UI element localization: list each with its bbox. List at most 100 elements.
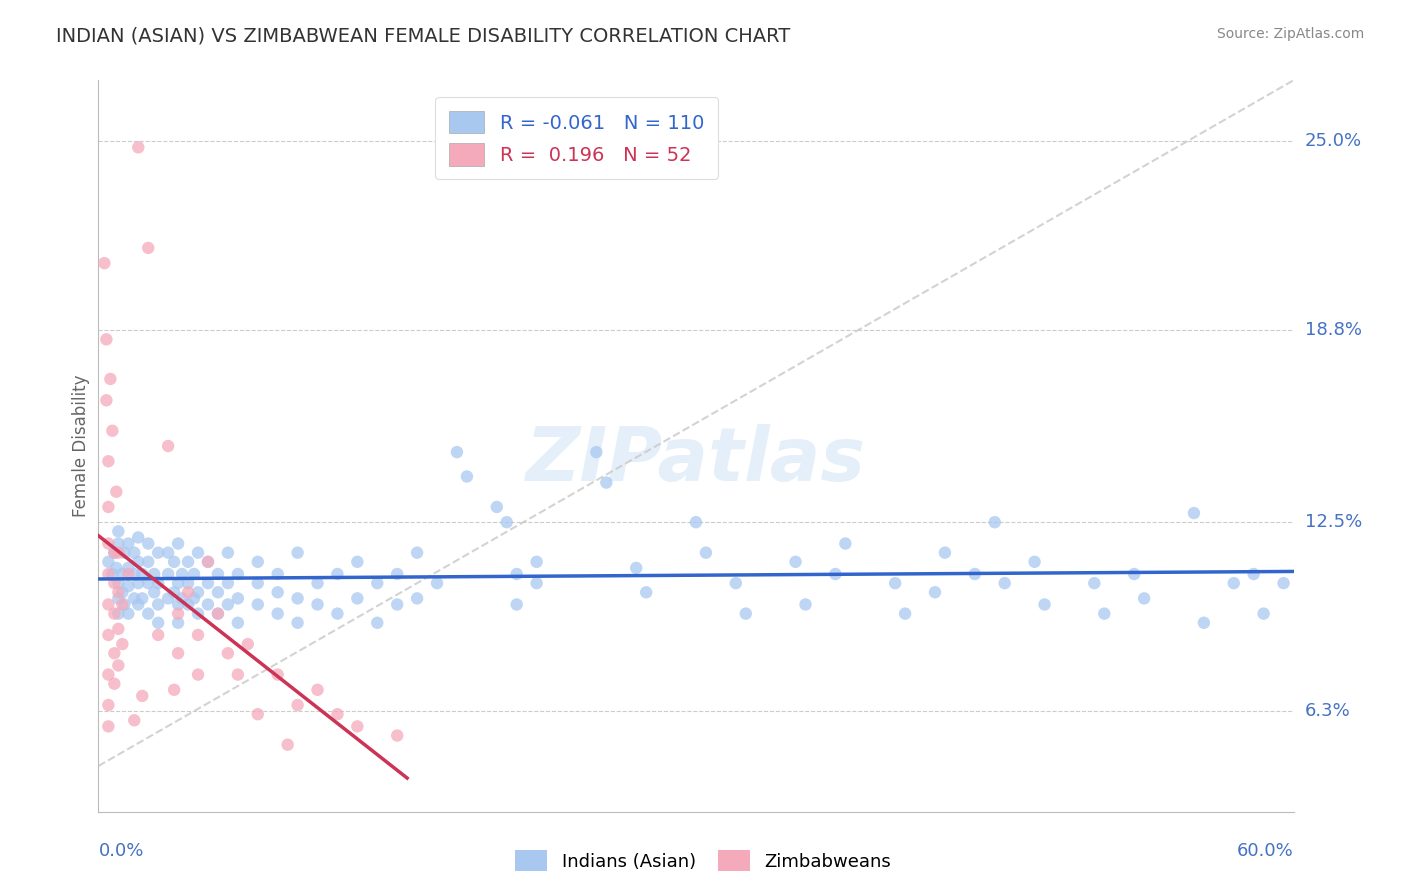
Point bbox=[1272, 576, 1295, 591]
Point bbox=[366, 576, 388, 591]
Point bbox=[794, 598, 817, 612]
Text: 12.5%: 12.5% bbox=[1305, 513, 1362, 532]
Point bbox=[326, 567, 349, 582]
Point bbox=[495, 515, 517, 529]
Text: INDIAN (ASIAN) VS ZIMBABWEAN FEMALE DISABILITY CORRELATION CHART: INDIAN (ASIAN) VS ZIMBABWEAN FEMALE DISA… bbox=[56, 27, 790, 45]
Point bbox=[167, 607, 190, 621]
Point bbox=[148, 598, 170, 612]
Y-axis label: Female Disability: Female Disability bbox=[72, 375, 90, 517]
Point bbox=[207, 585, 229, 599]
Point bbox=[994, 576, 1017, 591]
Point bbox=[1253, 607, 1275, 621]
Point bbox=[346, 591, 368, 606]
Point bbox=[103, 576, 125, 591]
Point bbox=[287, 615, 309, 630]
Point bbox=[626, 561, 648, 575]
Point bbox=[136, 555, 159, 569]
Point bbox=[107, 576, 129, 591]
Point bbox=[107, 591, 129, 606]
Point bbox=[124, 546, 146, 560]
Point bbox=[197, 555, 219, 569]
Point bbox=[127, 576, 149, 591]
Point bbox=[127, 140, 149, 154]
Point bbox=[197, 576, 219, 591]
Point bbox=[894, 607, 917, 621]
Point bbox=[107, 658, 129, 673]
Point bbox=[103, 546, 125, 560]
Point bbox=[172, 567, 194, 582]
Point bbox=[207, 607, 229, 621]
Point bbox=[446, 445, 468, 459]
Point bbox=[183, 567, 205, 582]
Point bbox=[124, 714, 146, 728]
Point bbox=[97, 719, 120, 733]
Point bbox=[246, 555, 269, 569]
Point bbox=[97, 555, 120, 569]
Point bbox=[163, 682, 186, 697]
Point bbox=[963, 567, 986, 582]
Point bbox=[103, 646, 125, 660]
Point bbox=[148, 576, 170, 591]
Point bbox=[105, 484, 128, 499]
Point bbox=[785, 555, 807, 569]
Point bbox=[172, 591, 194, 606]
Point bbox=[346, 555, 368, 569]
Point bbox=[167, 576, 190, 591]
Point bbox=[131, 591, 153, 606]
Point bbox=[226, 591, 249, 606]
Point bbox=[506, 598, 529, 612]
Point bbox=[197, 598, 219, 612]
Point bbox=[326, 707, 349, 722]
Point bbox=[136, 576, 159, 591]
Point bbox=[112, 598, 135, 612]
Text: Source: ZipAtlas.com: Source: ZipAtlas.com bbox=[1216, 27, 1364, 41]
Point bbox=[124, 591, 146, 606]
Point bbox=[824, 567, 846, 582]
Point bbox=[131, 567, 153, 582]
Point bbox=[246, 576, 269, 591]
Point bbox=[526, 576, 548, 591]
Point bbox=[97, 598, 120, 612]
Point bbox=[117, 607, 139, 621]
Point bbox=[406, 546, 429, 560]
Point bbox=[107, 622, 129, 636]
Point bbox=[246, 598, 269, 612]
Point bbox=[157, 591, 180, 606]
Point bbox=[127, 555, 149, 569]
Text: 18.8%: 18.8% bbox=[1305, 321, 1361, 339]
Point bbox=[1182, 506, 1205, 520]
Point bbox=[97, 567, 120, 582]
Point bbox=[734, 607, 756, 621]
Point bbox=[187, 585, 209, 599]
Point bbox=[636, 585, 658, 599]
Point bbox=[187, 607, 209, 621]
Point bbox=[307, 598, 329, 612]
Text: 60.0%: 60.0% bbox=[1237, 842, 1294, 860]
Point bbox=[97, 536, 120, 550]
Point bbox=[307, 682, 329, 697]
Point bbox=[167, 615, 190, 630]
Point bbox=[97, 454, 120, 468]
Point bbox=[385, 729, 409, 743]
Point bbox=[187, 546, 209, 560]
Point bbox=[111, 585, 134, 599]
Point bbox=[1033, 598, 1056, 612]
Point bbox=[287, 591, 309, 606]
Point bbox=[163, 585, 186, 599]
Point bbox=[103, 607, 125, 621]
Point bbox=[287, 698, 309, 712]
Point bbox=[287, 546, 309, 560]
Point bbox=[107, 546, 129, 560]
Point bbox=[585, 445, 607, 459]
Point bbox=[924, 585, 946, 599]
Point bbox=[526, 555, 548, 569]
Point bbox=[96, 393, 118, 408]
Point bbox=[207, 567, 229, 582]
Point bbox=[177, 576, 200, 591]
Point bbox=[93, 256, 115, 270]
Point bbox=[103, 677, 125, 691]
Point bbox=[226, 567, 249, 582]
Point bbox=[267, 567, 290, 582]
Text: 6.3%: 6.3% bbox=[1305, 702, 1350, 720]
Point bbox=[267, 667, 290, 681]
